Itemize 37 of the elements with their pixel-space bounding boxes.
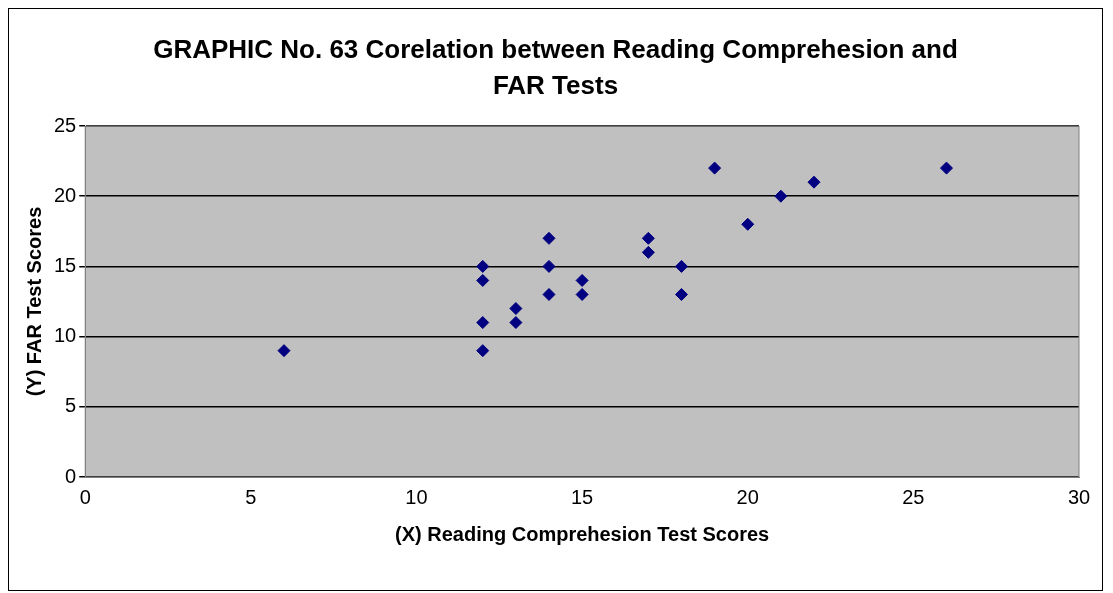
y-axis-title: (Y) FAR Test Scores bbox=[22, 206, 45, 397]
y-tick-label: 0 bbox=[65, 464, 77, 487]
point bbox=[575, 273, 589, 287]
x-axis-title: (X) Reading Comprehesion Test Scores bbox=[395, 522, 770, 545]
point bbox=[741, 217, 755, 231]
x-tick-label: 20 bbox=[736, 485, 759, 508]
point bbox=[277, 344, 291, 358]
point bbox=[774, 189, 788, 203]
x-tick-label: 25 bbox=[902, 485, 925, 508]
point bbox=[476, 316, 490, 330]
point bbox=[641, 245, 655, 259]
point bbox=[476, 344, 490, 358]
point bbox=[476, 259, 490, 273]
x-tick-label: 5 bbox=[245, 485, 257, 508]
point bbox=[575, 287, 589, 301]
point bbox=[509, 316, 523, 330]
point bbox=[641, 231, 655, 245]
x-tick-label: 10 bbox=[405, 485, 428, 508]
y-tick-label: 20 bbox=[54, 183, 77, 206]
x-tick-label: 15 bbox=[571, 485, 594, 508]
y-tick-label: 5 bbox=[65, 394, 77, 417]
x-tick-label: 30 bbox=[1067, 485, 1091, 508]
point bbox=[675, 287, 688, 301]
point bbox=[509, 302, 523, 316]
point bbox=[807, 175, 821, 189]
point bbox=[542, 231, 556, 245]
chart-title: GRAPHIC No. 63 Corelation between Reading Comprehesion and FAR Tests bbox=[152, 33, 959, 102]
point bbox=[542, 259, 556, 273]
point bbox=[542, 287, 556, 301]
y-tick-label: 10 bbox=[54, 324, 77, 347]
point bbox=[940, 161, 953, 175]
point bbox=[708, 161, 722, 175]
x-tick-label: 0 bbox=[79, 485, 91, 508]
y-tick-label: 15 bbox=[54, 253, 77, 276]
y-tick-label: 25 bbox=[54, 113, 77, 136]
point bbox=[675, 259, 688, 273]
point bbox=[476, 273, 490, 287]
